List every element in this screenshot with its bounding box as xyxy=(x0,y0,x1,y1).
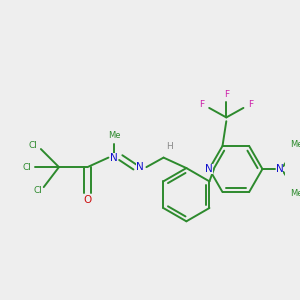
Text: Me: Me xyxy=(290,189,300,198)
Text: Me: Me xyxy=(290,140,300,149)
Text: F: F xyxy=(248,100,253,109)
Text: N: N xyxy=(110,153,118,163)
Text: Cl: Cl xyxy=(29,141,38,150)
Text: O: O xyxy=(83,195,92,206)
Text: Cl: Cl xyxy=(22,163,31,172)
Text: Cl: Cl xyxy=(34,186,43,195)
Text: F: F xyxy=(224,90,229,99)
Text: N: N xyxy=(136,162,144,172)
Text: F: F xyxy=(199,100,204,109)
Text: H: H xyxy=(166,142,172,151)
Text: N: N xyxy=(276,164,283,174)
Text: Me: Me xyxy=(108,131,120,140)
Text: N: N xyxy=(205,164,213,174)
